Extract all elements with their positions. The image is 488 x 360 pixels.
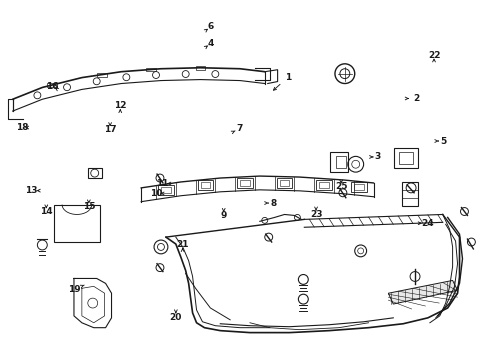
Bar (329, 152, 347, 172)
Text: 13: 13 (24, 186, 37, 195)
Bar (200, 183, 210, 188)
Bar (158, 185, 173, 195)
Bar (161, 187, 170, 193)
Text: 10: 10 (150, 189, 163, 198)
Bar (353, 184, 363, 190)
Polygon shape (387, 280, 457, 304)
Text: 20: 20 (169, 313, 182, 322)
Bar (335, 156, 345, 168)
Text: 18: 18 (16, 123, 28, 132)
Bar (195, 66, 205, 70)
Bar (237, 178, 252, 188)
Bar (47, 83, 57, 87)
Bar (350, 183, 366, 192)
Text: 21: 21 (176, 240, 188, 249)
Bar (97, 73, 106, 77)
Text: 4: 4 (207, 39, 213, 48)
Bar (197, 180, 213, 190)
Text: 9: 9 (220, 211, 226, 220)
Text: 12: 12 (114, 101, 126, 110)
Text: 3: 3 (374, 153, 380, 162)
Text: 19: 19 (68, 285, 81, 294)
Text: 15: 15 (82, 202, 95, 211)
Bar (88, 168, 102, 178)
Bar (54, 204, 100, 242)
Bar (276, 178, 292, 188)
Text: 23: 23 (309, 210, 322, 219)
Bar (319, 182, 328, 188)
Text: 1: 1 (285, 73, 290, 82)
Text: 24: 24 (420, 219, 433, 228)
Text: 5: 5 (440, 136, 446, 145)
Text: 7: 7 (236, 124, 243, 133)
Text: 2: 2 (412, 94, 418, 103)
Text: 16: 16 (46, 82, 58, 91)
Text: 6: 6 (207, 22, 213, 31)
Bar (279, 180, 289, 185)
Bar (316, 180, 331, 189)
Text: 25: 25 (334, 182, 347, 191)
Text: 14: 14 (40, 207, 53, 216)
Bar (240, 180, 249, 186)
Text: 8: 8 (270, 198, 276, 207)
Text: 17: 17 (103, 125, 116, 134)
Text: 11: 11 (156, 179, 168, 188)
Bar (146, 68, 156, 71)
Bar (401, 182, 417, 206)
Bar (398, 152, 412, 164)
Bar (393, 148, 417, 168)
Text: 22: 22 (427, 51, 439, 60)
